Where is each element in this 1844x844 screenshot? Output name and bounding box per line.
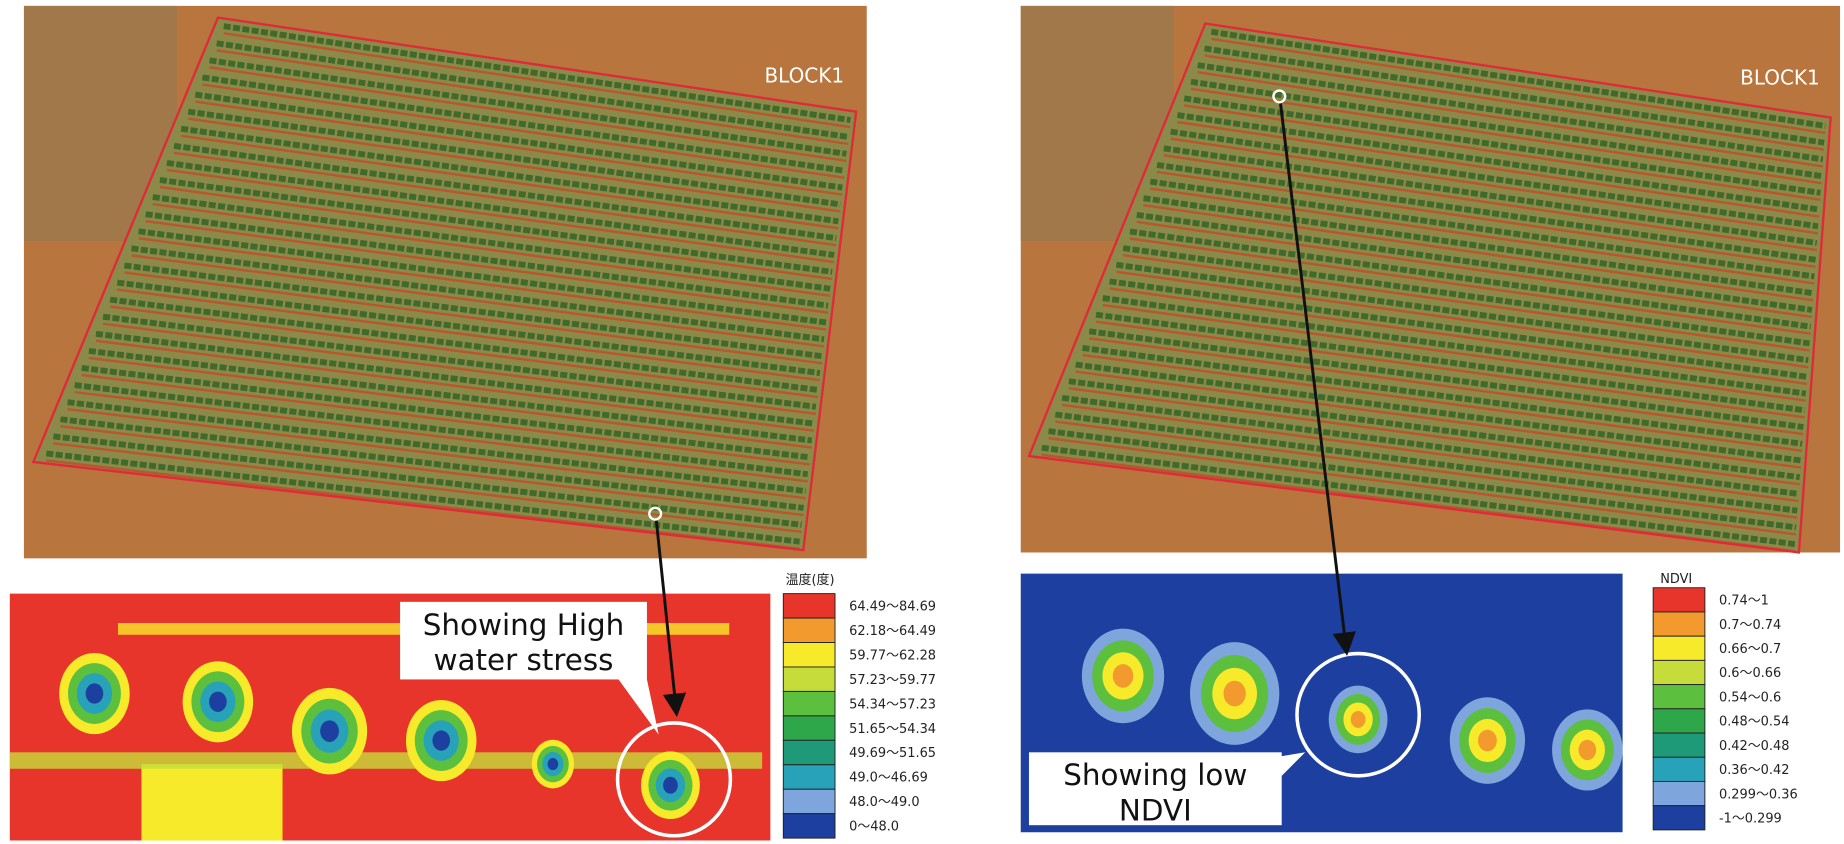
legend-swatch — [783, 667, 835, 691]
legend-label: 0.74～1 — [1719, 594, 1769, 609]
legend-swatch — [1653, 636, 1705, 660]
legend-label: 59.77～62.28 — [849, 648, 936, 663]
legend-swatch — [783, 765, 835, 789]
legend-swatch — [783, 594, 835, 618]
right-panel: NDVI BLOCK1 0.74～1 0.7～0.74 0.66～0.7 0.6～0.6… — [1021, 6, 1840, 832]
legend-swatch — [783, 716, 835, 740]
legend-swatch — [1653, 733, 1705, 757]
heat-band — [141, 764, 282, 840]
heat-blob — [320, 720, 339, 742]
block-label: BLOCK1 — [764, 63, 844, 87]
heat-blob — [86, 683, 104, 703]
legend-label: 0.36～0.42 — [1719, 763, 1789, 778]
legend-label: 0.42～0.48 — [1719, 739, 1789, 754]
legend-swatch — [1653, 709, 1705, 733]
legend-swatch — [783, 691, 835, 715]
heat-blob — [548, 758, 559, 770]
heat-blob — [209, 692, 227, 712]
legend-label: 0.299～0.36 — [1719, 787, 1798, 802]
legend-swatch — [1653, 781, 1705, 805]
legend-label: 0.6～0.66 — [1719, 666, 1781, 681]
legend-label: 51.65～54.34 — [849, 722, 936, 737]
legend-label: 49.0～46.69 — [849, 771, 928, 786]
legend-label: 54.34～57.23 — [849, 697, 936, 712]
legend-label: 0～48.0 — [849, 820, 899, 835]
left-panel: 温度(度) BLOCK1 64.49～84.69 62.18～64.49 59.77～… — [10, 6, 936, 841]
callout-text: Showing High — [423, 608, 625, 642]
legend-swatch — [783, 643, 835, 667]
legend-swatch — [1653, 757, 1705, 781]
legend-label: 0.48～0.54 — [1719, 715, 1789, 730]
legend-label: 64.49～84.69 — [849, 600, 936, 615]
legend-swatch — [1653, 685, 1705, 709]
heat-blob — [1113, 664, 1134, 688]
legend-label: 49.69～51.65 — [849, 746, 936, 761]
legend-swatch — [1653, 588, 1705, 612]
callout-text: Showing low — [1063, 758, 1247, 792]
callout-text: NDVI — [1119, 793, 1192, 827]
figure: 温度(度) BLOCK1 64.49～84.69 62.18～64.49 59.77～… — [0, 0, 1844, 844]
heat-blob — [663, 777, 678, 794]
legend-swatch — [783, 814, 835, 838]
legend-label: 62.18～64.49 — [849, 624, 936, 639]
heat-blob — [1224, 681, 1246, 707]
legend-swatch — [1653, 660, 1705, 684]
legend-label: 57.23～59.77 — [849, 673, 936, 688]
heat-blob — [1478, 730, 1497, 752]
legend-swatch — [1653, 612, 1705, 636]
legend-title: 温度(度) — [786, 572, 835, 588]
legend-label: -1～0.299 — [1719, 811, 1782, 826]
legend-label: 48.0～49.0 — [849, 795, 919, 810]
legend-swatch — [783, 789, 835, 813]
legend-label: 0.54～0.6 — [1719, 690, 1781, 705]
legend-swatch — [1653, 806, 1705, 830]
legend-title: NDVI — [1660, 572, 1692, 587]
legend-swatch — [783, 618, 835, 642]
heat-blob — [1579, 740, 1597, 760]
block-label: BLOCK1 — [1740, 66, 1820, 90]
legend-swatch — [783, 740, 835, 764]
legend-label: 0.66～0.7 — [1719, 642, 1781, 657]
legend-label: 0.7～0.74 — [1719, 618, 1781, 633]
heat-blob — [1351, 711, 1366, 728]
heat-blob — [432, 730, 450, 750]
callout-text: water stress — [434, 643, 614, 677]
